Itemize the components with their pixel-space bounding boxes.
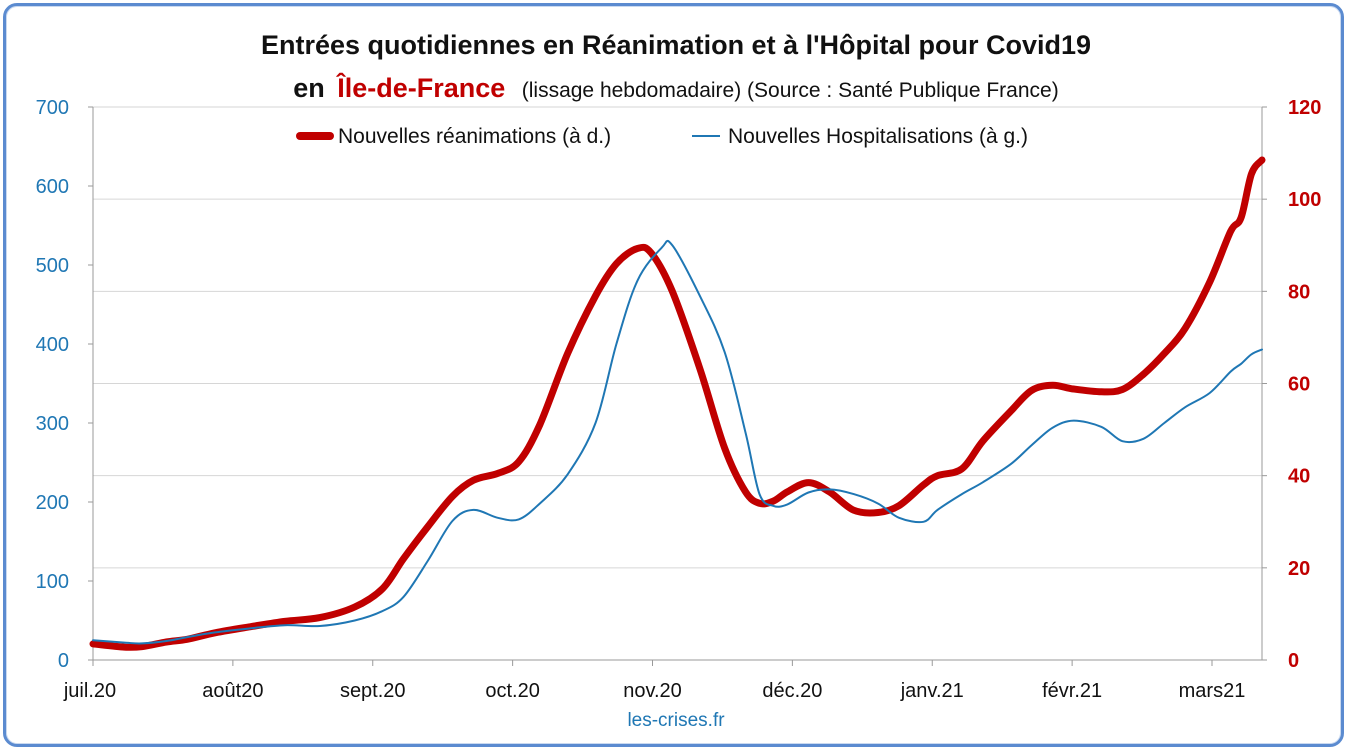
y-right-tick-label: 0 xyxy=(1288,650,1299,672)
x-tick-label: août20 xyxy=(202,680,263,702)
y-right-tick-label: 40 xyxy=(1288,466,1310,488)
x-tick-label: janv.21 xyxy=(900,680,964,702)
x-tick-label: févr.21 xyxy=(1042,680,1102,702)
x-tick-label: nov.20 xyxy=(623,680,682,702)
source-label: les-crises.fr xyxy=(627,710,725,731)
chart-subtitle: en Île-de-France (lissage hebdomadaire) … xyxy=(293,72,1058,103)
subtitle-prefix: en xyxy=(293,73,325,103)
y-right-tick-label: 120 xyxy=(1288,97,1321,119)
y-left-tick-label: 600 xyxy=(36,176,69,198)
legend: Nouvelles réanimations (à d.) Nouvelles … xyxy=(296,125,1028,148)
series-line-hospitalisations xyxy=(92,239,1263,645)
y-left-tick-label: 400 xyxy=(36,334,69,356)
x-axis-ticks: juil.20 août20 sept.20 oct.20 nov.20 déc.20 ja… xyxy=(63,660,1245,702)
y-right-tick-label: 80 xyxy=(1288,281,1310,303)
y-axis-right-ticks: 0 20 40 60 80 100 120 xyxy=(1262,97,1321,672)
subtitle-region: Île-de-France xyxy=(335,72,505,103)
y-left-tick-label: 300 xyxy=(36,413,69,435)
y-left-tick-label: 0 xyxy=(58,650,69,672)
y-left-tick-label: 700 xyxy=(36,97,69,119)
legend-label-hospitalisations: Nouvelles Hospitalisations (à g.) xyxy=(728,125,1028,148)
legend-label-reanimations: Nouvelles réanimations (à d.) xyxy=(338,125,611,148)
chart-frame xyxy=(3,3,1344,747)
y-left-tick-label: 500 xyxy=(36,255,69,277)
y-left-tick-label: 200 xyxy=(36,492,69,514)
series-line-reanimations xyxy=(89,156,1266,651)
chart-title: Entrées quotidiennes en Réanimation et à… xyxy=(261,30,1091,60)
y-right-tick-label: 100 xyxy=(1288,189,1321,211)
series-lines xyxy=(89,156,1266,651)
y-right-tick-label: 60 xyxy=(1288,374,1310,396)
subtitle-rest: (lissage hebdomadaire) (Source : Santé P… xyxy=(522,79,1059,102)
x-tick-label: oct.20 xyxy=(485,680,539,702)
x-tick-label: mars21 xyxy=(1179,680,1246,702)
grid xyxy=(93,106,1262,661)
x-tick-label: juil.20 xyxy=(63,680,116,702)
x-tick-label: déc.20 xyxy=(762,680,822,702)
x-tick-label: sept.20 xyxy=(340,680,406,702)
y-axis-left-ticks: 0 100 200 300 400 500 600 700 xyxy=(36,97,93,672)
y-right-tick-label: 20 xyxy=(1288,558,1310,580)
y-left-tick-label: 100 xyxy=(36,571,69,593)
